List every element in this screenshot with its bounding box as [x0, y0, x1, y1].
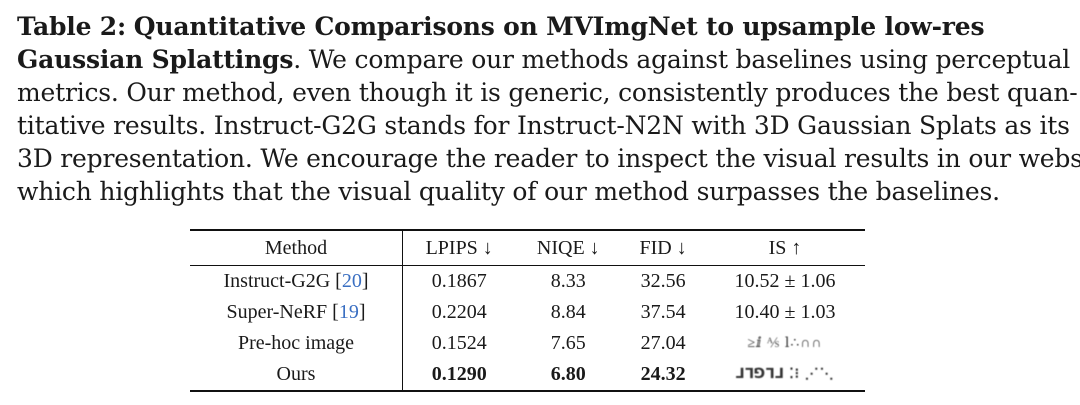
caption-line-2: metrics. Our method, even though it is g… — [17, 78, 1078, 107]
caption-line-1: Gaussian Splattings. We compare our meth… — [17, 43, 1071, 76]
header-fid: FID ↓ — [639, 236, 687, 259]
caption-line-4: 3D representation. We encourage the read… — [17, 144, 1080, 173]
lpips-cell: 0.1867 — [431, 270, 487, 292]
lpips-cell: 0.2204 — [431, 301, 487, 323]
is-cell: ≥ⅈ ⅍ ⅼ∴∩∩ — [747, 336, 823, 351]
method-cell: Pre-hoc image — [190, 328, 403, 359]
method-name: Super-NeRF — [226, 301, 328, 323]
results-table: Method LPIPS ↓ NIQE ↓ FID ↓ IS ↑ Instruc… — [190, 229, 865, 392]
fid-cell: 37.54 — [640, 301, 686, 323]
fid-cell: 27.04 — [640, 332, 686, 354]
caption-title-cont: Gaussian Splattings — [17, 45, 294, 74]
citation-link[interactable]: 19 — [338, 301, 359, 323]
table-caption: Table 2: Quantitative Comparisons on MVI… — [17, 10, 1080, 208]
header-method: Method — [190, 230, 403, 266]
is-cell: 10.52 ± 1.06 — [734, 270, 836, 292]
header-niqe: NIQE ↓ — [536, 236, 600, 259]
caption-title: Quantitative Comparisons on MVImgNet to … — [133, 12, 985, 41]
niqe-cell: 7.65 — [550, 332, 586, 354]
method-cell: Ours — [190, 359, 403, 391]
caption-text-1: . We compare our methods against baselin… — [293, 45, 1071, 74]
table-row: Pre-hoc image 0.1524 7.65 27.04 ≥ⅈ ⅍ ⅼ∴∩… — [190, 328, 865, 359]
caption-label: Table 2: — [17, 12, 127, 41]
fid-cell: 24.32 — [640, 363, 686, 385]
header-is: IS ↑ — [768, 236, 802, 259]
citation-link[interactable]: 20 — [341, 270, 362, 292]
niqe-cell: 8.33 — [550, 270, 586, 292]
table-row: Ours 0.1290 6.80 24.32 ⅃⅂⅁⅂⅃ ⁚⁝ ⋰⋱ — [190, 359, 865, 391]
caption-line-5: which highlights that the visual quality… — [17, 177, 1000, 206]
method-cell: Super-NeRF [19] — [190, 297, 403, 328]
fid-cell: 32.56 — [640, 270, 686, 292]
caption-line-0: Table 2: Quantitative Comparisons on MVI… — [17, 10, 1067, 43]
table-row: Instruct-G2G [20] 0.1867 8.33 32.56 10.5… — [190, 265, 865, 297]
niqe-cell: 8.84 — [550, 301, 586, 323]
is-cell: 10.40 ± 1.03 — [734, 301, 836, 323]
is-cell: ⅃⅂⅁⅂⅃ ⁚⁝ ⋰⋱ — [735, 367, 835, 382]
niqe-cell: 6.80 — [550, 363, 586, 385]
table-row: Super-NeRF [19] 0.2204 8.84 37.54 10.40 … — [190, 297, 865, 328]
lpips-cell: 0.1524 — [431, 332, 487, 354]
method-cell: Instruct-G2G [20] — [190, 265, 403, 297]
method-name: Instruct-G2G — [223, 270, 331, 292]
results-table-container: Method LPIPS ↓ NIQE ↓ FID ↓ IS ↑ Instruc… — [190, 229, 865, 392]
header-lpips: LPIPS ↓ — [425, 236, 493, 259]
lpips-cell: 0.1290 — [431, 363, 487, 385]
caption-line-3: titative results. Instruct-G2G stands fo… — [17, 111, 1070, 140]
table-header-row: Method LPIPS ↓ NIQE ↓ FID ↓ IS ↑ — [190, 230, 865, 266]
